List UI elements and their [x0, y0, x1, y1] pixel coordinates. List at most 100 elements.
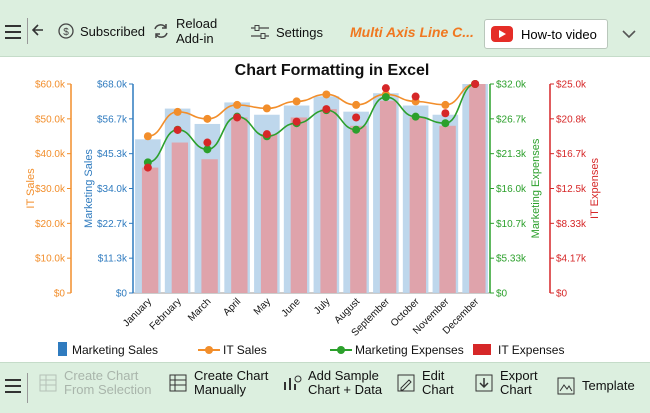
- reload-label-1: Reload: [176, 16, 218, 31]
- point-it-expenses: [471, 80, 480, 88]
- bar-it-expenses: [320, 109, 337, 293]
- y-tick-label: $10.0k: [35, 254, 66, 265]
- menu-icon[interactable]: [5, 25, 21, 43]
- svg-text:$: $: [63, 27, 69, 38]
- y-tick-label: $0: [496, 289, 508, 300]
- point-it-expenses: [262, 130, 271, 139]
- point-it-expenses: [381, 84, 390, 93]
- y-tick-label: $16.0k: [496, 184, 527, 195]
- youtube-icon: [491, 26, 513, 42]
- point-it-sales: [173, 107, 182, 116]
- bar-it-expenses: [141, 167, 159, 293]
- point-it-sales: [233, 100, 242, 109]
- legend-marker: [205, 346, 213, 354]
- y-tick-label: $60.0k: [35, 80, 66, 91]
- point-it-expenses: [173, 125, 182, 134]
- y-tick-label: $16.7k: [556, 149, 587, 160]
- edit-label-1: Edit: [422, 368, 445, 383]
- edit-label-2: Chart: [422, 382, 454, 397]
- x-tick-label: April: [221, 296, 243, 318]
- bottom-divider: [27, 373, 28, 403]
- y-tick-label: $20.8k: [556, 114, 587, 125]
- point-it-expenses: [441, 109, 450, 118]
- table-icon: [39, 374, 57, 392]
- y-axis-title: Marketing Sales: [83, 149, 95, 228]
- point-it-sales: [352, 100, 361, 109]
- legend-label: IT Sales: [223, 343, 267, 357]
- add-sample-chart-button[interactable]: Add Sample Chart + Data: [282, 369, 382, 397]
- y-tick-label: $40.0k: [35, 149, 66, 160]
- point-it-sales: [322, 90, 331, 99]
- howto-label: How-to video: [521, 26, 597, 42]
- point-it-sales: [143, 132, 152, 141]
- chart-title: Chart Formatting in Excel: [235, 62, 430, 79]
- y-tick-label: $0: [556, 289, 568, 300]
- y-tick-label: $25.0k: [556, 80, 587, 91]
- x-tick-label: February: [148, 296, 184, 332]
- y-tick-label: $50.0k: [35, 114, 66, 125]
- bar-it-expenses: [379, 100, 397, 293]
- y-tick-label: $45.3k: [97, 149, 128, 160]
- x-tick-label: May: [252, 296, 273, 317]
- y-tick-label: $20.0k: [35, 219, 66, 230]
- reload-label-2: Add-in: [176, 31, 214, 46]
- y-tick-label: $10.7k: [496, 219, 527, 230]
- app-title: Multi Axis Line C...: [350, 24, 474, 40]
- add-sample-label-2: Chart + Data: [308, 382, 383, 397]
- reload-icon: [154, 24, 168, 38]
- y-tick-label: $11.3k: [98, 254, 128, 265]
- point-it-expenses: [233, 113, 242, 122]
- multi-axis-chart: Chart Formatting in Excel $0 $10.0k $20.0k…: [25, 62, 601, 357]
- y-axis-title: IT Expenses: [589, 158, 601, 219]
- bar-it-expenses: [409, 117, 427, 293]
- back-arrow-icon: [32, 24, 43, 36]
- y-tick-label: $0: [116, 289, 128, 300]
- y-tick-label: $5.33k: [496, 254, 527, 265]
- point-it-expenses: [143, 163, 152, 172]
- point-it-sales: [262, 104, 271, 113]
- edit-chart-button[interactable]: Edit Chart: [396, 369, 454, 397]
- subscribed-button[interactable]: $ Subscribed: [58, 23, 145, 39]
- create-chart-manually-button[interactable]: Create Chart Manually: [168, 369, 268, 397]
- export-chart-button[interactable]: Export Chart: [474, 369, 538, 397]
- export-icon: [475, 374, 493, 392]
- x-tick-label: July: [312, 296, 332, 316]
- template-icon: [557, 377, 575, 395]
- toolbar-divider: [27, 18, 28, 44]
- y-tick-label: $26.7k: [496, 114, 527, 125]
- settings-button[interactable]: Settings: [250, 24, 323, 40]
- point-marketing-expenses: [411, 112, 420, 121]
- bar-it-expenses: [260, 134, 278, 293]
- y-tick-label: $68.0k: [97, 80, 128, 91]
- legend-label: Marketing Sales: [72, 343, 158, 357]
- export-label-1: Export: [500, 368, 538, 383]
- create-manual-label-1: Create Chart: [194, 368, 269, 383]
- bar-it-expenses: [290, 117, 308, 293]
- y-tick-label: $22.7k: [97, 219, 128, 230]
- add-sample-label-1: Add Sample: [308, 368, 379, 383]
- template-button[interactable]: Template: [556, 376, 635, 396]
- point-marketing-expenses: [381, 93, 390, 102]
- back-button[interactable]: [32, 24, 44, 36]
- point-it-sales: [292, 97, 301, 106]
- point-it-expenses: [352, 113, 361, 122]
- chevron-down-icon[interactable]: [622, 26, 636, 44]
- point-it-expenses: [322, 105, 331, 114]
- template-label: Template: [582, 378, 635, 393]
- bar-it-expenses: [231, 117, 248, 293]
- legend-marker: [337, 346, 345, 354]
- grid-icon: [169, 374, 187, 392]
- sample-chart-icon: [284, 375, 302, 390]
- create-chart-from-selection-button[interactable]: Create Chart From Selection: [38, 369, 151, 397]
- y-tick-label: $34.0k: [97, 184, 128, 195]
- bar-it-expenses: [469, 84, 486, 293]
- top-toolbar: $ Subscribed Reload Add-in Settings Mult…: [0, 0, 650, 57]
- point-it-expenses: [411, 92, 420, 101]
- reload-addin-button[interactable]: Reload Add-in: [152, 16, 217, 46]
- edit-chart-icon: [397, 374, 415, 392]
- y-axis-title: Marketing Expenses: [530, 138, 542, 238]
- bottom-menu-icon[interactable]: [5, 379, 21, 397]
- y-tick-label: $4.17k: [556, 254, 587, 265]
- bar-it-expenses: [171, 142, 189, 293]
- howto-video-button[interactable]: How-to video: [484, 19, 608, 49]
